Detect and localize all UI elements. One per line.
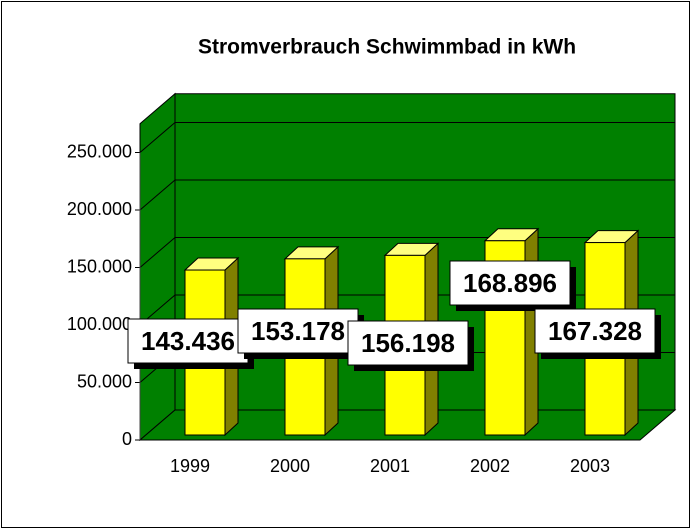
y-tick-label: 150.000 [67,256,132,276]
label-box [449,260,571,306]
y-tick-label: 50.000 [77,371,132,391]
grid-line [139,122,176,153]
x-tick-label: 2002 [470,456,510,476]
bar [483,227,540,437]
y-tick-label: 200.000 [67,199,132,219]
y-tick-label: 100.000 [67,314,132,334]
label-box [127,318,249,364]
data-label: 143.436 [141,326,235,356]
label-box [534,308,656,354]
grid-line [139,179,176,211]
data-label: 156.198 [361,328,455,358]
grid-line [139,237,176,268]
side-wall [139,92,176,442]
label-box [237,308,359,354]
chart-title: Stromverbrauch Schwimmbad in kWh [198,36,576,59]
label-box [347,320,469,366]
data-label: 153.178 [251,316,345,346]
x-tick-label: 2000 [270,456,310,476]
data-label: 167.328 [548,316,642,346]
y-tick-label: 250.000 [67,141,132,161]
x-tick-label: 1999 [170,456,210,476]
y-tick-label: 0 [122,429,132,449]
x-tick-label: 2001 [370,456,410,476]
x-tick-label: 2003 [570,456,610,476]
data-label: 168.896 [463,268,557,298]
